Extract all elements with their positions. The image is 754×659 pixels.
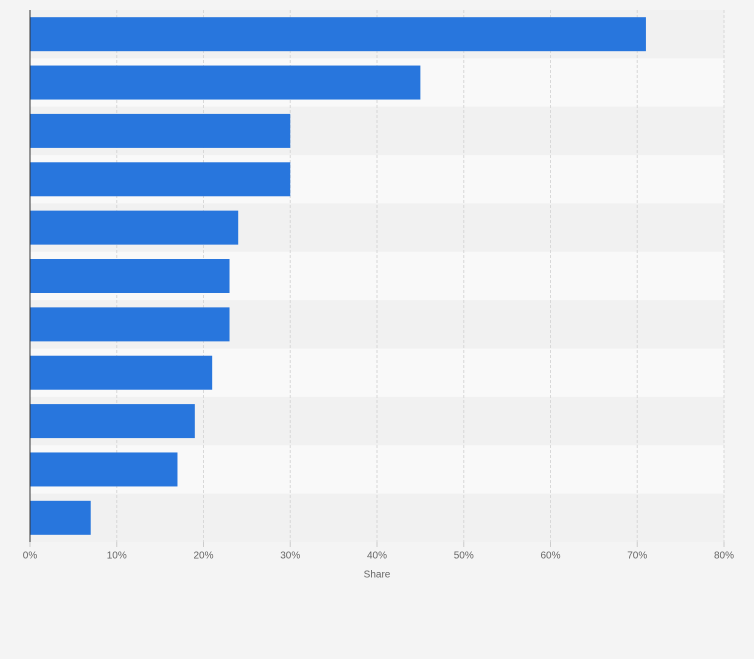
bar <box>30 210 239 245</box>
bar <box>30 355 213 390</box>
bar <box>30 500 91 535</box>
bar <box>30 65 421 100</box>
x-tick-label: 70% <box>627 551 647 562</box>
bar <box>30 307 230 342</box>
x-tick-label: 10% <box>107 551 127 562</box>
bar <box>30 259 230 293</box>
bar <box>30 404 195 439</box>
x-axis-label: Share <box>364 570 391 581</box>
x-tick-label: 20% <box>193 551 213 562</box>
bar <box>30 113 291 148</box>
x-tick-label: 50% <box>454 551 474 562</box>
bar <box>30 162 291 197</box>
x-tick-label: 60% <box>540 551 560 562</box>
x-tick-label: 30% <box>280 551 300 562</box>
bar <box>30 452 178 487</box>
bar <box>30 17 646 52</box>
x-tick-label: 80% <box>714 551 734 562</box>
x-tick-label: 0% <box>23 551 38 562</box>
x-tick-label: 40% <box>367 551 387 562</box>
